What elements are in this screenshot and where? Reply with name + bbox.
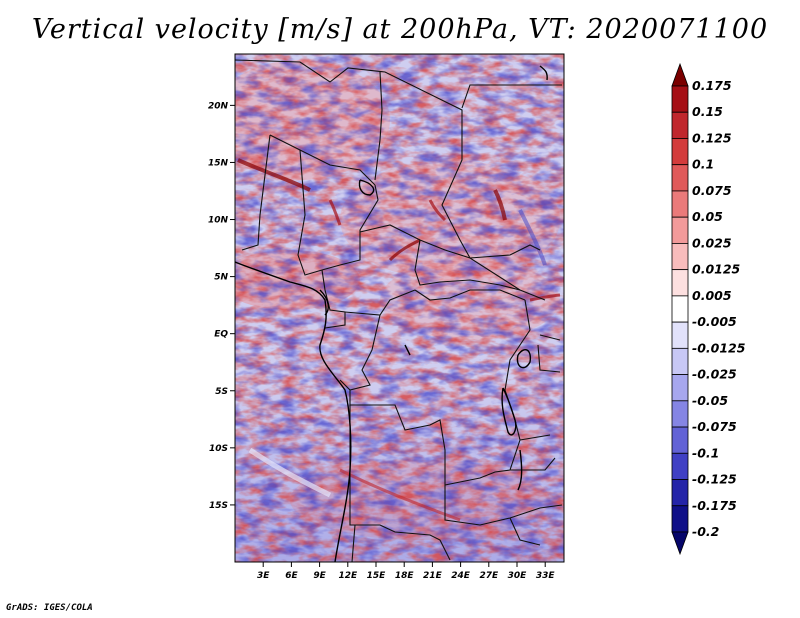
colorbar-bottom-arrow <box>671 531 689 556</box>
lon-label: 24E <box>451 571 471 581</box>
colorbar-label: -0.075 <box>692 419 737 434</box>
lat-label: 10S <box>209 444 228 454</box>
lon-label: 6E <box>285 571 298 581</box>
colorbar-bin <box>671 216 689 244</box>
colorbar-label: 0.15 <box>692 104 723 119</box>
colorbar-bin <box>671 164 689 192</box>
longitude-axis: 3E 6E 9E 12E 15E 18E 21E 24E 27E 30E 33E <box>257 562 555 581</box>
colorbar-label: -0.1 <box>692 445 719 460</box>
colorbar-label: 0.05 <box>692 209 723 224</box>
colorbar-label: -0.025 <box>692 367 737 382</box>
colorbar-label: -0.125 <box>692 472 737 487</box>
lon-label: 18E <box>395 571 415 581</box>
lon-label: 9E <box>313 571 326 581</box>
colorbar-bin <box>671 452 689 480</box>
lon-label: 21E <box>423 571 443 581</box>
colorbar-top-arrow <box>671 62 689 87</box>
colorbar-bin <box>671 111 689 139</box>
colorbar-bin <box>671 479 689 507</box>
map-frame <box>234 53 565 563</box>
colorbar-label: 0.075 <box>692 183 732 198</box>
country-borders <box>235 59 563 562</box>
colorbar-label: 0.175 <box>692 78 732 93</box>
lon-label: 3E <box>257 571 270 581</box>
colorbar-label: 0.1 <box>692 157 714 172</box>
lat-label: 15N <box>208 158 229 168</box>
colorbar-label: -0.2 <box>692 524 719 539</box>
colorbar-bin <box>671 400 689 428</box>
lon-label: 30E <box>508 571 528 581</box>
grads-credit: GrADS: IGES/COLA <box>6 603 93 613</box>
colorbar-bin <box>671 190 689 218</box>
colorbar-label: -0.005 <box>692 314 737 329</box>
colorbar <box>671 62 689 556</box>
colorbar-label: -0.175 <box>692 498 737 513</box>
colorbar-label: 0.005 <box>692 288 732 303</box>
colorbar-bin <box>671 85 689 113</box>
coastline-and-lakes <box>235 65 548 562</box>
lat-label: 10N <box>208 216 229 226</box>
colorbar-bin <box>671 295 689 323</box>
lon-label: 12E <box>338 571 358 581</box>
colorbar-label: 0.125 <box>692 130 732 145</box>
lat-label: 15S <box>209 501 228 511</box>
colorbar-bin <box>671 426 689 454</box>
chart-title: Vertical velocity [m/s] at 200hPa, VT: 2… <box>31 14 769 45</box>
lat-label: 5N <box>214 273 228 283</box>
colorbar-bin <box>671 138 689 166</box>
latitude-axis: 20N 15N 10N 5N EQ 5S 10S 15S <box>208 101 235 511</box>
colorbar-bin <box>671 269 689 297</box>
colorbar-label: 0.025 <box>692 235 732 250</box>
lon-label: 15E <box>367 571 387 581</box>
colorbar-bin <box>671 374 689 402</box>
lat-label: EQ <box>214 330 228 340</box>
lon-label: 33E <box>536 571 556 581</box>
colorbar-bin <box>671 347 689 375</box>
lat-label: 5S <box>215 387 228 397</box>
colorbar-labels: 0.175 0.15 0.125 0.1 0.075 0.05 0.025 0.0125 0.0… <box>692 78 746 539</box>
colorbar-label: -0.0125 <box>692 340 746 355</box>
lat-label: 20N <box>208 101 229 111</box>
colorbar-bin <box>671 321 689 349</box>
lon-label: 27E <box>479 571 499 581</box>
colorbar-label: -0.05 <box>692 393 728 408</box>
colorbar-label: 0.0125 <box>692 262 741 277</box>
colorbar-bin <box>671 505 689 533</box>
vertical-velocity-field <box>235 54 564 562</box>
colorbar-bin <box>671 243 689 271</box>
